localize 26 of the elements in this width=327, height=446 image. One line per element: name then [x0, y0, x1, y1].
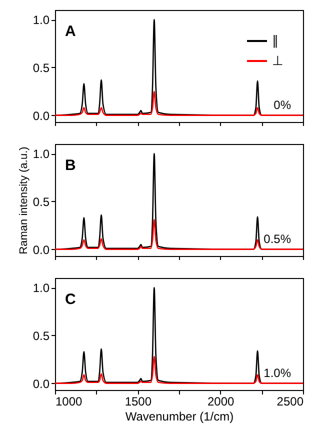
y-tick-label: 0.5: [32, 60, 50, 75]
annotation: 1.0%: [264, 366, 292, 380]
y-tick-label: 0.0: [32, 376, 50, 391]
x-axis-title: Wavenumber (1/cm): [125, 410, 234, 424]
y-tick-label: 1.0: [32, 13, 50, 28]
y-tick-label: 1.0: [32, 147, 50, 162]
y-tick-label: 0.0: [32, 108, 50, 123]
legend-label: ⊥: [272, 53, 283, 68]
x-tick-label: 2500: [276, 394, 304, 408]
x-tick-label: 1500: [124, 394, 152, 408]
x-tick-label: 2000: [207, 394, 235, 408]
line-series: [55, 218, 303, 250]
y-axis-title: Raman intensity (a.u.): [18, 146, 30, 254]
legend-label: ∥: [272, 33, 279, 48]
y-tick-label: 1.0: [32, 281, 50, 296]
x-tick-label: 1000: [56, 394, 83, 408]
y-tick-label: 0.0: [32, 242, 50, 257]
y-tick-label: 0.5: [32, 194, 50, 209]
line-series: [55, 356, 303, 384]
annotation: A: [65, 23, 76, 40]
y-tick-label: 0.5: [32, 328, 50, 343]
line-series: [55, 90, 303, 116]
annotation: 0%: [274, 98, 292, 112]
annotation: C: [65, 291, 76, 308]
annotation: B: [65, 157, 76, 174]
annotation: 0.5%: [264, 232, 292, 246]
